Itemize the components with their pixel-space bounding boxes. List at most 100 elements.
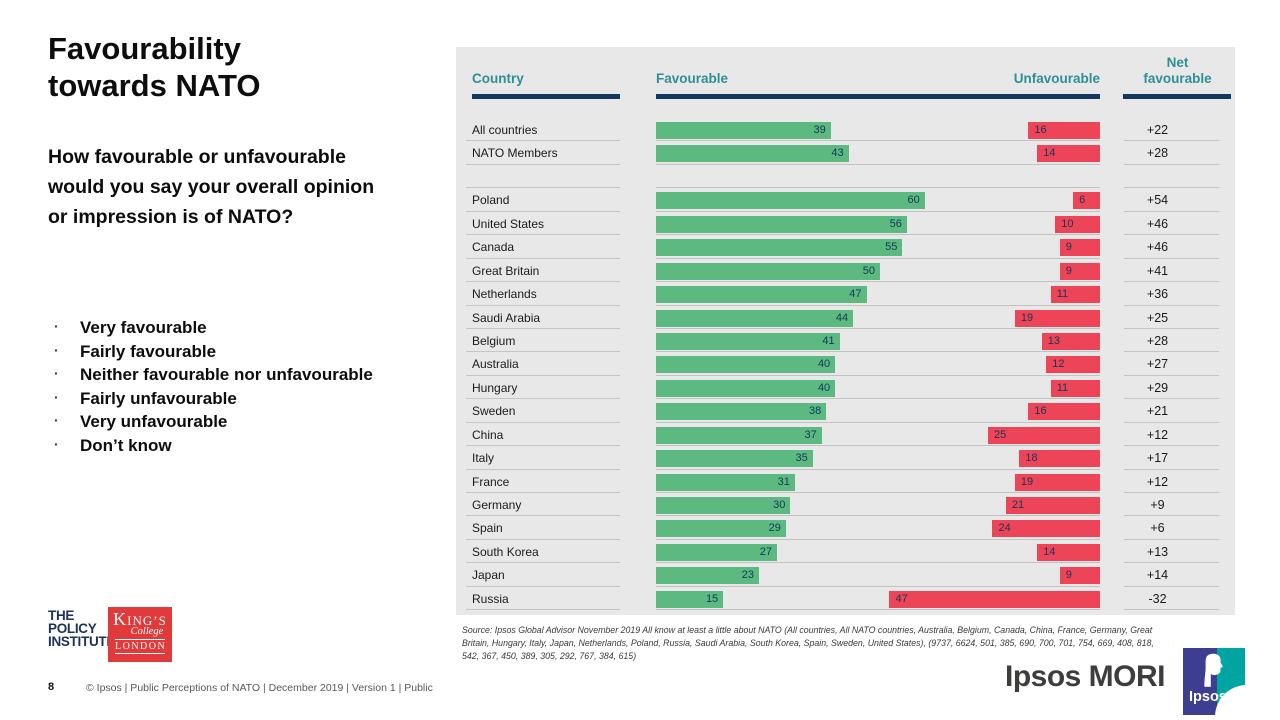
unfavourable-value: 19 (1020, 311, 1034, 324)
country-label: China (472, 427, 504, 442)
favourable-value: 47 (849, 288, 862, 301)
row-divider (466, 281, 620, 283)
footer-copyright: © Ipsos | Public Perceptions of NATO | D… (86, 682, 433, 694)
unfavourable-value: 21 (1011, 499, 1025, 511)
unfavourable-value: 9 (1065, 569, 1072, 582)
list-item: Don’t know (52, 433, 373, 458)
net-favourable-value: +25 (1146, 310, 1169, 325)
country-label: Saudi Arabia (472, 310, 541, 325)
favourable-value: 60 (907, 194, 920, 207)
favourable-value: 15 (705, 592, 719, 605)
title-line-1: Favourability (48, 31, 241, 66)
net-favourable-value: +21 (1146, 404, 1169, 419)
row-divider (656, 515, 1100, 517)
row-divider (1124, 257, 1219, 259)
row-divider (466, 562, 620, 564)
chart-rows: All countries 39 16 +22 NATO Members 43 … (456, 119, 1235, 611)
row-divider (656, 538, 1100, 540)
favourable-bar: 44 (656, 309, 854, 327)
unfavourable-value: 18 (1025, 452, 1038, 465)
list-item: Very unfavourable (52, 409, 373, 434)
ipsos-logo: Ipsos (1183, 648, 1245, 715)
country-label: Russia (472, 591, 509, 606)
row-divider (466, 468, 620, 470)
country-label: Canada (472, 240, 515, 255)
unfavourable-value: 25 (994, 428, 1007, 441)
table-row: Russia 15 47 -32 (456, 588, 1235, 611)
unfavourable-value: 11 (1056, 381, 1069, 394)
country-label: NATO Members (472, 146, 558, 161)
row-divider (656, 163, 1100, 165)
unfavourable-bar: 9 (1059, 262, 1100, 280)
table-row: Australia 40 12 +27 (456, 353, 1235, 376)
favourable-bar: 15 (656, 590, 724, 608)
list-item: Fairly unfavourable (52, 386, 373, 411)
row-divider (466, 187, 620, 189)
table-row: Poland 60 6 +54 (456, 189, 1235, 212)
row-divider (466, 304, 620, 306)
row-divider (656, 187, 1100, 189)
row-divider (1124, 562, 1219, 564)
unfavourable-bar: 12 (1046, 356, 1100, 374)
unfavourable-bar: 14 (1037, 145, 1100, 163)
row-divider (1124, 163, 1219, 165)
favourable-value: 41 (822, 334, 835, 347)
unfavourable-value: 14 (1043, 545, 1056, 558)
unfavourable-value: 14 (1043, 147, 1056, 160)
source-note: Source: Ipsos Global Advisor November 20… (462, 625, 1154, 661)
unfavourable-bar: 9 (1059, 567, 1100, 585)
row-divider (1124, 609, 1219, 611)
row-divider (466, 327, 620, 329)
favourable-value: 44 (835, 311, 849, 324)
row-divider (656, 562, 1100, 564)
favourable-bar: 55 (656, 239, 903, 257)
title-line-2: towards NATO (48, 68, 261, 103)
table-row: Spain 29 24 +6 (456, 517, 1235, 540)
country-label: Japan (472, 568, 505, 583)
unfavourable-bar: 13 (1041, 332, 1100, 350)
favourable-bar: 47 (656, 286, 867, 304)
row-divider (466, 234, 620, 236)
table-row: Japan 23 9 +14 (456, 564, 1235, 587)
row-divider (466, 140, 620, 142)
net-favourable-value: +28 (1146, 146, 1169, 161)
favourable-bar: 50 (656, 262, 880, 280)
country-label: All countries (472, 123, 538, 137)
net-favourable-value: +27 (1146, 357, 1169, 372)
unfavourable-bar: 19 (1014, 473, 1100, 491)
table-row: Belgium 41 13 +28 (456, 330, 1235, 353)
row-divider (466, 398, 620, 400)
unfavourable-value: 10 (1061, 217, 1074, 230)
unfavourable-bar: 9 (1059, 239, 1100, 257)
row-divider (656, 257, 1100, 259)
table-row: Sweden 38 16 +21 (456, 400, 1235, 423)
row-divider (466, 445, 620, 447)
row-divider (466, 351, 620, 353)
net-favourable-value: +46 (1146, 240, 1169, 255)
chart-panel: Country Favourable Unfavourable Net favo… (456, 47, 1235, 615)
country-label: Australia (472, 357, 519, 372)
table-row: South Korea 27 14 +13 (456, 541, 1235, 564)
row-divider (1124, 421, 1219, 423)
net-favourable-value: +17 (1146, 451, 1169, 466)
row-divider (656, 468, 1100, 470)
row-divider (656, 281, 1100, 283)
favourable-value: 39 (813, 124, 826, 136)
row-divider (466, 585, 620, 587)
country-label: Netherlands (472, 287, 537, 302)
unfavourable-value: 13 (1047, 334, 1061, 347)
row-divider (656, 421, 1100, 423)
row-divider (656, 351, 1100, 353)
row-divider (1124, 140, 1219, 142)
country-label: Belgium (472, 333, 516, 348)
table-row: Netherlands 47 11 +36 (456, 283, 1235, 306)
table-row (456, 166, 1235, 189)
net-favourable-value: +14 (1146, 568, 1169, 583)
table-row: United States 56 10 +46 (456, 213, 1235, 236)
net-favourable-value: +9 (1150, 498, 1165, 512)
row-divider (1124, 351, 1219, 353)
country-label: South Korea (472, 544, 539, 559)
column-header-unfavourable: Unfavourable (1013, 71, 1100, 86)
row-divider (1124, 304, 1219, 306)
unfavourable-value: 9 (1065, 241, 1072, 254)
